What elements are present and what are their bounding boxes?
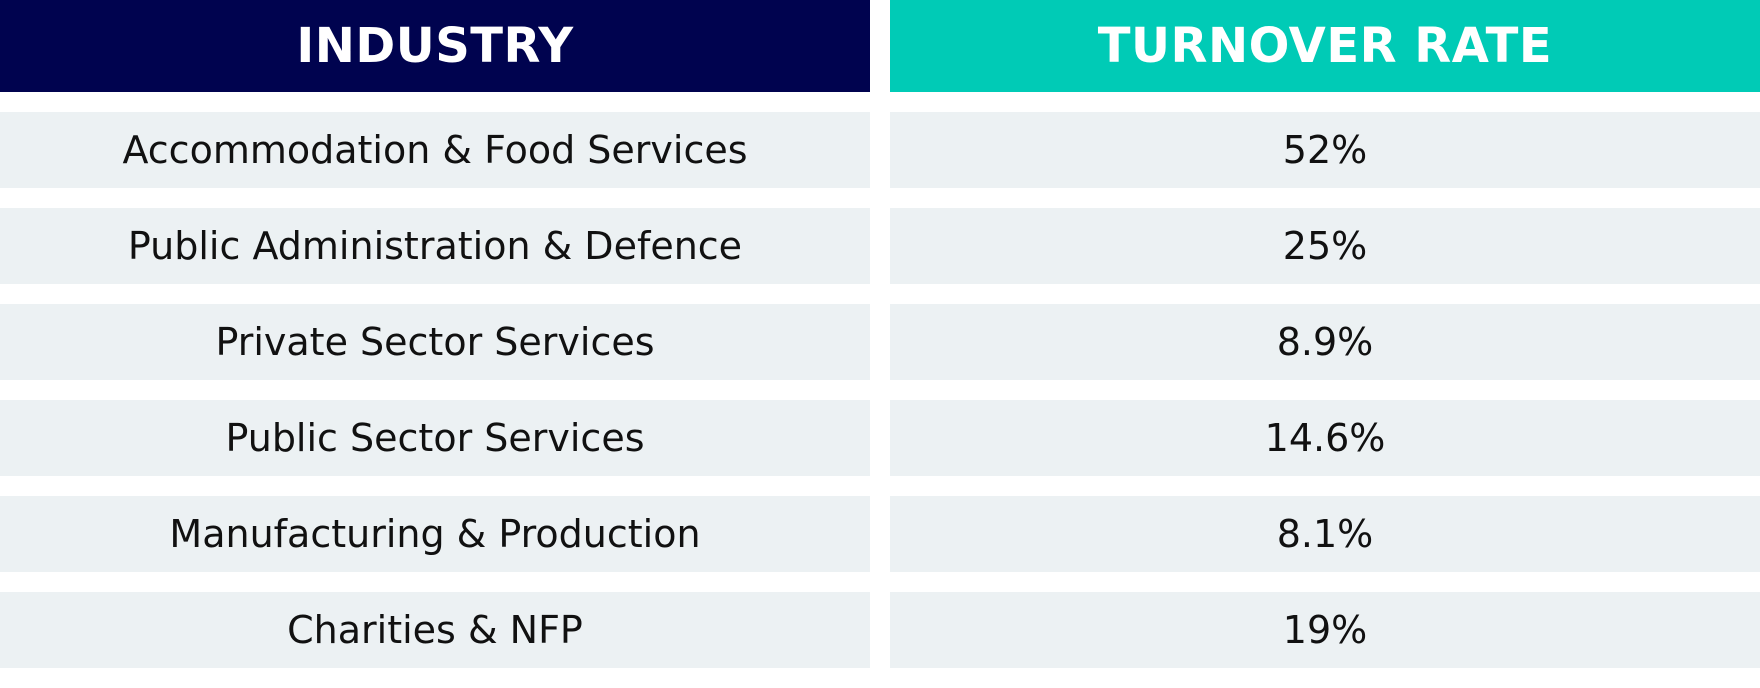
- table-row: Manufacturing & Production 8.1%: [0, 496, 1760, 572]
- table-row: Public Sector Services 14.6%: [0, 400, 1760, 476]
- rate-cell: 14.6%: [890, 400, 1760, 476]
- rate-cell: 52%: [890, 112, 1760, 188]
- rate-cell: 25%: [890, 208, 1760, 284]
- industry-header: INDUSTRY: [0, 0, 870, 92]
- industry-cell: Charities & NFP: [0, 592, 870, 668]
- industry-cell: Private Sector Services: [0, 304, 870, 380]
- turnover-rate-header: TURNOVER RATE: [890, 0, 1760, 92]
- industry-cell: Public Administration & Defence: [0, 208, 870, 284]
- rate-cell: 8.9%: [890, 304, 1760, 380]
- table-row: Private Sector Services 8.9%: [0, 304, 1760, 380]
- industry-cell: Manufacturing & Production: [0, 496, 870, 572]
- rate-cell: 8.1%: [890, 496, 1760, 572]
- table-body: Accommodation & Food Services 52% Public…: [0, 112, 1760, 688]
- industry-cell: Public Sector Services: [0, 400, 870, 476]
- turnover-table: INDUSTRY TURNOVER RATE Accommodation & F…: [0, 0, 1760, 668]
- rate-cell: 19%: [890, 592, 1760, 668]
- industry-cell: Accommodation & Food Services: [0, 112, 870, 188]
- table-row: Accommodation & Food Services 52%: [0, 112, 1760, 188]
- table-row: Public Administration & Defence 25%: [0, 208, 1760, 284]
- table-row: Charities & NFP 19%: [0, 592, 1760, 668]
